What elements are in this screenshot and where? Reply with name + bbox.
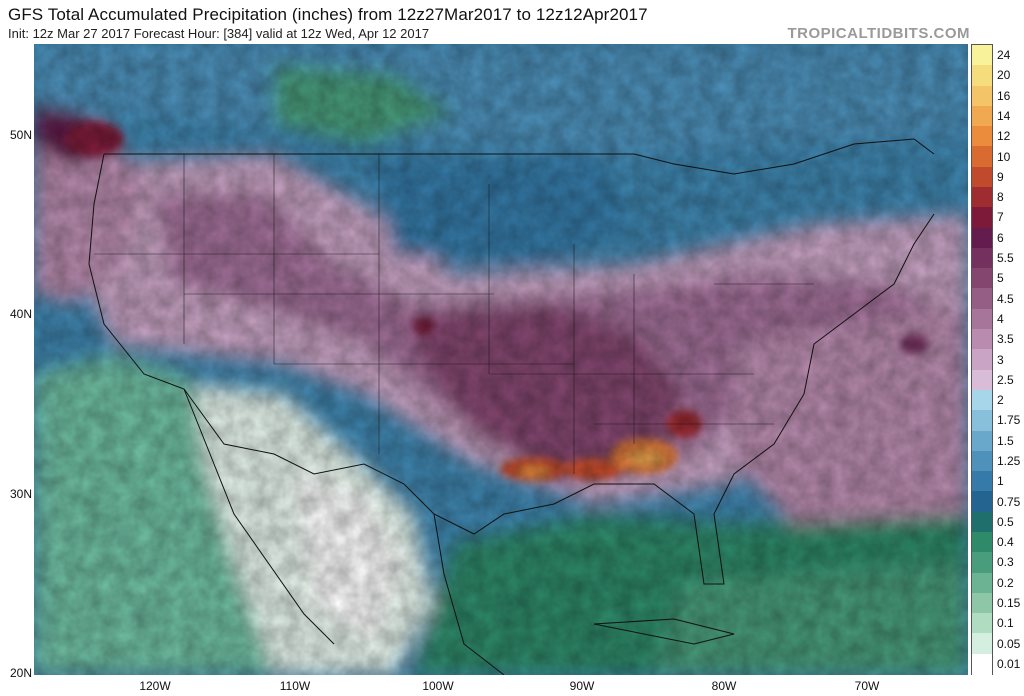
lat-label-40n: 40N (9, 307, 32, 321)
color-scale-cell (972, 592, 992, 614)
color-scale-label: 6 (997, 230, 1004, 245)
color-scale-cell (972, 65, 992, 87)
lon-label-90w: 90W (569, 679, 595, 693)
map-canvas (34, 44, 968, 675)
site-credit: TROPICALTIDBITS.COM (787, 25, 970, 42)
lon-label-70w: 70W (854, 679, 880, 693)
color-scale-label: 0.1 (997, 616, 1014, 631)
us-canada-border (104, 138, 935, 175)
color-scale-label: 1 (997, 474, 1004, 489)
color-scale-label: 8 (997, 190, 1004, 205)
color-scale-label: 0.5 (997, 514, 1014, 529)
color-scale-label: 12 (997, 129, 1011, 144)
color-scale-label: 0.3 (997, 555, 1014, 570)
color-scale-label: 0.15 (997, 595, 1021, 610)
color-scale-label: 0.05 (997, 636, 1021, 651)
us-outline (88, 153, 935, 585)
map-title: GFS Total Accumulated Precipitation (inc… (8, 5, 648, 24)
color-scale-label: 20 (997, 68, 1011, 83)
color-scale-cell (972, 572, 992, 594)
color-scale-cell (972, 268, 992, 290)
texture-overlay (34, 44, 968, 675)
color-scale-cell (972, 430, 992, 452)
color-scale-label: 14 (997, 109, 1011, 124)
color-scale-label: 24 (997, 48, 1011, 63)
lon-label-120w: 120W (139, 679, 171, 693)
political-borders (88, 138, 935, 675)
baja-coast (183, 388, 335, 645)
lon-label-80w: 80W (711, 679, 737, 693)
color-scale-cell (972, 146, 992, 168)
color-scale-label: 2 (997, 393, 1004, 408)
color-scale-cell (972, 552, 992, 574)
color-scale-cell (972, 633, 992, 655)
color-scale-label: 1.5 (997, 433, 1014, 448)
color-scale-cell (972, 126, 992, 148)
color-scale-label: 2.5 (997, 372, 1014, 387)
cuba-outline (593, 618, 735, 645)
color-scale-label: 1.25 (997, 453, 1021, 468)
color-scale-label: 10 (997, 149, 1011, 164)
color-scale-cell (972, 653, 992, 675)
color-scale-cell (972, 491, 992, 513)
color-scale-cell (972, 450, 992, 472)
lat-label-50n: 50N (9, 128, 32, 142)
color-scale-cell (972, 369, 992, 391)
color-scale-cell (972, 389, 992, 411)
color-scale-cell (972, 207, 992, 229)
color-scale-cell (972, 85, 992, 107)
color-scale-label: 3 (997, 352, 1004, 367)
color-scale-cell (972, 187, 992, 208)
precipitation-map (34, 44, 968, 675)
color-scale-label: 4.5 (997, 291, 1014, 306)
color-scale-cell (972, 531, 992, 553)
color-scale-cell (972, 45, 992, 66)
color-scale-cell (972, 349, 992, 371)
color-scale-label: 9 (997, 169, 1004, 184)
color-scale-bar (971, 44, 993, 675)
color-scale-label: 7 (997, 210, 1004, 225)
color-scale-cell (972, 511, 992, 533)
color-scale-label: 0.75 (997, 494, 1021, 509)
color-scale-cell (972, 308, 992, 330)
color-scale-cell (972, 329, 992, 350)
mexico-gulf-coast (433, 513, 505, 675)
color-scale-label: 5 (997, 271, 1004, 286)
color-scale-cell (972, 247, 992, 269)
map-subtitle: Init: 12z Mar 27 2017 Forecast Hour: [38… (8, 26, 430, 41)
color-scale-cell (972, 471, 992, 492)
color-scale-cell (972, 613, 992, 634)
color-scale-cell (972, 288, 992, 310)
color-scale-cell (972, 105, 992, 127)
lat-label-20n: 20N (9, 666, 32, 680)
color-scale-cell (972, 410, 992, 432)
color-scale-cell (972, 166, 992, 188)
lat-label-30n: 30N (9, 487, 32, 501)
color-scale-label: 5.5 (997, 251, 1014, 266)
color-scale-label: 0.2 (997, 575, 1014, 590)
state-borders (94, 154, 814, 474)
color-scale-label: 0.01 (997, 656, 1021, 671)
lon-label-110w: 110W (279, 679, 311, 693)
color-scale-label: 3.5 (997, 332, 1014, 347)
color-scale-label: 4 (997, 311, 1004, 326)
color-scale-label: 16 (997, 88, 1011, 103)
color-scale-cell (972, 227, 992, 249)
lon-label-100w: 100W (422, 679, 454, 693)
color-scale-label: 1.75 (997, 413, 1021, 428)
color-scale-label: 0.4 (997, 535, 1014, 550)
